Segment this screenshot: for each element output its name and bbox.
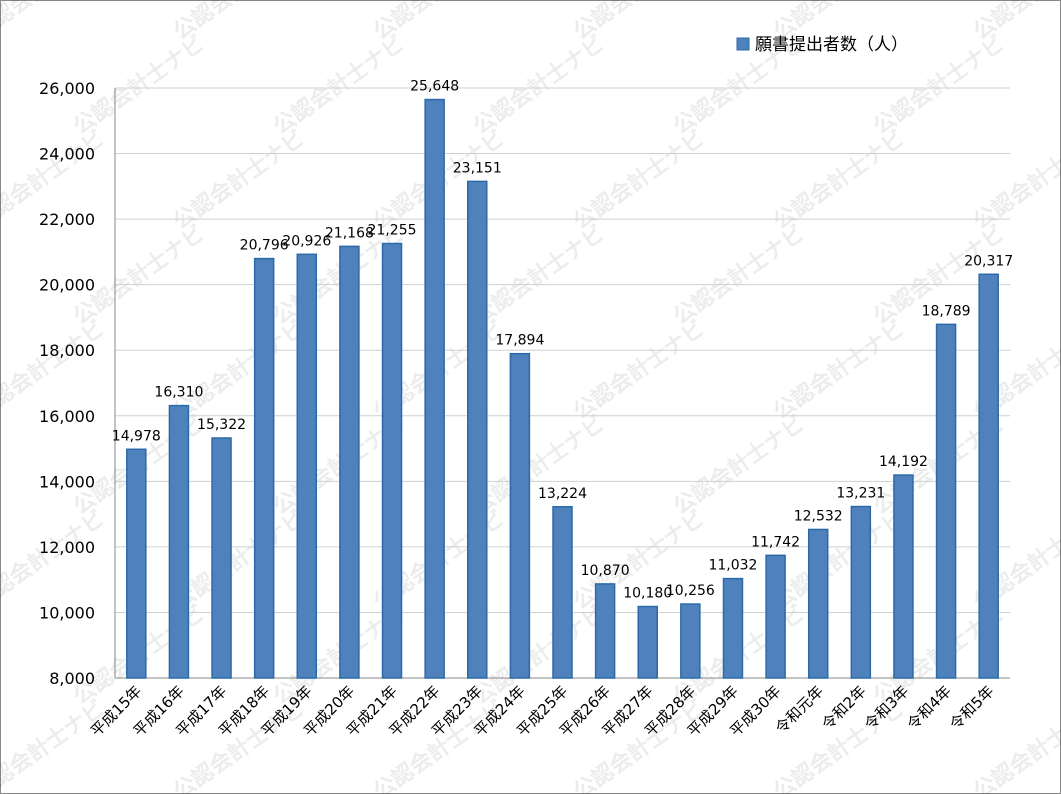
bar — [722, 577, 744, 679]
y-tick-label: 22,000 — [39, 210, 95, 229]
y-tick-label: 18,000 — [39, 341, 95, 360]
y-tick-label: 26,000 — [39, 79, 95, 98]
bar — [381, 242, 403, 679]
value-label: 20,926 — [282, 233, 331, 249]
bar — [680, 603, 701, 679]
bar — [552, 506, 573, 679]
value-label: 14,978 — [112, 428, 161, 444]
value-label: 11,742 — [751, 534, 800, 550]
bar — [978, 273, 999, 679]
value-label: 18,789 — [922, 303, 971, 319]
value-label: 21,255 — [368, 223, 417, 239]
value-label: 23,151 — [453, 160, 502, 176]
y-tick-label: 8,000 — [49, 669, 95, 688]
bar — [467, 180, 488, 679]
bar — [935, 323, 957, 679]
bar — [509, 352, 531, 679]
value-label: 16,310 — [154, 385, 203, 401]
y-tick-label: 20,000 — [39, 276, 95, 295]
value-label: 12,532 — [794, 508, 843, 524]
bar — [850, 505, 872, 679]
legend-swatch — [736, 37, 750, 51]
y-tick-label: 16,000 — [39, 407, 95, 426]
bar — [594, 583, 616, 679]
bar — [168, 404, 190, 679]
y-tick-label: 10,000 — [39, 603, 95, 622]
value-label: 10,256 — [666, 583, 715, 599]
value-label: 10,870 — [581, 563, 630, 579]
value-label: 15,322 — [197, 417, 246, 433]
y-tick-label: 24,000 — [39, 145, 95, 164]
value-label: 10,180 — [623, 586, 672, 602]
value-label: 17,894 — [495, 333, 544, 349]
bar — [296, 253, 318, 679]
bar — [424, 98, 445, 679]
bar — [339, 245, 360, 679]
bar — [807, 528, 829, 679]
value-label: 13,224 — [538, 486, 587, 502]
value-label: 20,796 — [240, 238, 289, 254]
bar — [893, 474, 914, 679]
value-label: 20,317 — [964, 253, 1013, 269]
value-label: 13,231 — [836, 486, 885, 502]
bar — [637, 605, 658, 679]
value-label: 21,168 — [325, 225, 374, 241]
value-label: 14,192 — [879, 454, 928, 470]
y-tick-label: 12,000 — [39, 538, 95, 557]
legend-label: 願書提出者数（人） — [755, 35, 908, 55]
bar — [211, 437, 232, 679]
value-label: 25,648 — [410, 79, 459, 95]
value-label: 11,032 — [708, 558, 757, 574]
y-tick-label: 14,000 — [39, 472, 95, 491]
bar — [253, 257, 275, 679]
bar — [765, 554, 786, 679]
bar — [126, 448, 147, 679]
